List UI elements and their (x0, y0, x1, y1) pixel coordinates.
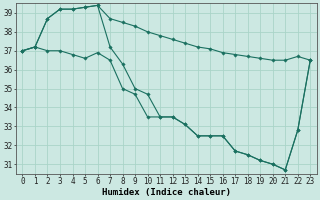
X-axis label: Humidex (Indice chaleur): Humidex (Indice chaleur) (102, 188, 231, 197)
